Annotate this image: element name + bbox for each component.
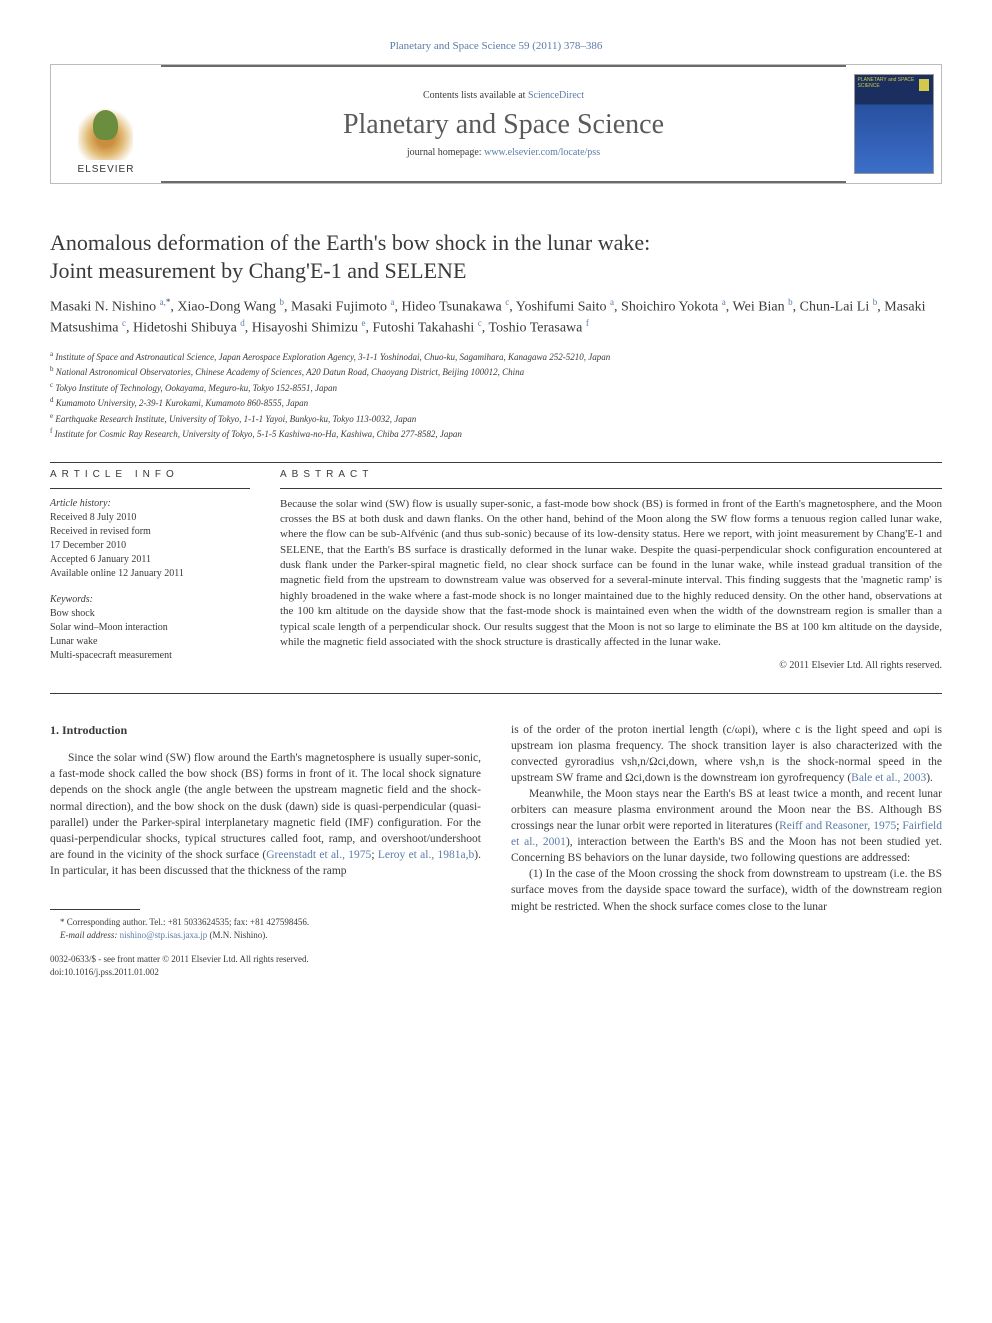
doi-line: doi:10.1016/j.pss.2011.01.002 [50, 966, 481, 979]
affiliation-line: a Institute of Space and Astronautical S… [50, 349, 942, 365]
body-text: (1) In the case of the Moon crossing the… [511, 868, 942, 912]
citation-link[interactable]: Bale et al., 2003 [851, 772, 926, 784]
info-abstract-row: article info Article history: Received 8… [50, 469, 942, 675]
rule-below-abstract [50, 693, 942, 694]
body-text: Since the solar wind (SW) flow around th… [50, 752, 481, 861]
body-paragraph: Since the solar wind (SW) flow around th… [50, 750, 481, 879]
affiliation-line: d Kumamoto University, 2-39-1 Kurokami, … [50, 395, 942, 411]
abstract-column: abstract Because the solar wind (SW) flo… [280, 469, 942, 675]
affiliation-line: e Earthquake Research Institute, Univers… [50, 411, 942, 427]
section-title: Introduction [62, 723, 127, 737]
affil-link[interactable]: b [279, 297, 284, 307]
affiliation-line: c Tokyo Institute of Technology, Ookayam… [50, 380, 942, 396]
title-line-1: Anomalous deformation of the Earth's bow… [50, 230, 650, 255]
cover-thumb-area: PLANETARY and SPACE SCIENCE [846, 65, 941, 183]
history-line: Received 8 July 2010 [50, 511, 250, 525]
citation-link[interactable]: Reiff and Reasoner, 1975 [779, 820, 896, 832]
contents-line: Contents lists available at ScienceDirec… [423, 90, 584, 101]
sciencedirect-link[interactable]: ScienceDirect [528, 90, 584, 101]
corr-author-line: * Corresponding author. Tel.: +81 503362… [50, 916, 481, 929]
abstract-copyright: © 2011 Elsevier Ltd. All rights reserved… [280, 660, 942, 671]
affil-link[interactable]: c [122, 318, 126, 328]
elsevier-logo: ELSEVIER [78, 105, 135, 175]
affiliations-list: a Institute of Space and Astronautical S… [50, 349, 942, 442]
citation-link[interactable]: Greenstadt et al., 1975 [266, 849, 371, 861]
email-link[interactable]: nishino@stp.isas.jaxa.jp [120, 930, 208, 940]
keywords-block: Keywords: Bow shockSolar wind–Moon inter… [50, 593, 250, 663]
banner-center: Contents lists available at ScienceDirec… [161, 65, 846, 183]
affil-link[interactable]: b [873, 297, 878, 307]
affil-link[interactable]: f [586, 318, 589, 328]
affil-link[interactable]: a [391, 297, 395, 307]
body-col-right: is of the order of the proton inertial l… [511, 722, 942, 979]
keyword-line: Bow shock [50, 607, 250, 621]
keyword-line: Solar wind–Moon interaction [50, 621, 250, 635]
publisher-name: ELSEVIER [78, 164, 135, 175]
journal-cover-thumbnail: PLANETARY and SPACE SCIENCE [854, 74, 934, 174]
corresponding-author-footnote: * Corresponding author. Tel.: +81 503362… [50, 916, 481, 941]
email-line: E-mail address: nishino@stp.isas.jaxa.jp… [50, 929, 481, 942]
abstract-rule [280, 488, 942, 489]
homepage-line: journal homepage: www.elsevier.com/locat… [407, 147, 600, 158]
affil-link[interactable]: a [610, 297, 614, 307]
homepage-prefix: journal homepage: [407, 147, 484, 158]
body-col-left: 1. Introduction Since the solar wind (SW… [50, 722, 481, 979]
history-label: Article history: [50, 497, 250, 511]
footer-meta: 0032-0633/$ - see front matter © 2011 El… [50, 953, 481, 978]
banner-rule-bottom [161, 181, 846, 183]
email-who: (M.N. Nishino). [209, 930, 267, 940]
front-matter-line: 0032-0633/$ - see front matter © 2011 El… [50, 953, 481, 966]
journal-banner: ELSEVIER Contents lists available at Sci… [50, 64, 942, 184]
title-line-2: Joint measurement by Chang'E-1 and SELEN… [50, 258, 466, 283]
body-text: ). [926, 772, 933, 784]
history-line: 17 December 2010 [50, 539, 250, 553]
body-paragraph: is of the order of the proton inertial l… [511, 722, 942, 786]
contents-prefix: Contents lists available at [423, 90, 528, 101]
affiliation-line: b National Astronomical Observatories, C… [50, 364, 942, 380]
affiliation-line: f Institute for Cosmic Ray Research, Uni… [50, 426, 942, 442]
body-columns: 1. Introduction Since the solar wind (SW… [50, 722, 942, 979]
affil-link[interactable]: d [240, 318, 245, 328]
abstract-text: Because the solar wind (SW) flow is usua… [280, 497, 942, 651]
affil-link[interactable]: a [722, 297, 726, 307]
section-heading: 1. Introduction [50, 722, 481, 739]
affil-link[interactable]: c [478, 318, 482, 328]
keyword-line: Lunar wake [50, 635, 250, 649]
footnote-separator [50, 909, 140, 910]
article-info-column: article info Article history: Received 8… [50, 469, 250, 675]
article-title: Anomalous deformation of the Earth's bow… [50, 229, 942, 284]
email-label: E-mail address: [60, 930, 117, 940]
citation-link[interactable]: Leroy et al., 1981a,b [378, 849, 474, 861]
body-paragraph: Meanwhile, the Moon stays near the Earth… [511, 786, 942, 866]
homepage-link[interactable]: www.elsevier.com/locate/pss [484, 147, 600, 158]
history-line: Received in revised form [50, 525, 250, 539]
keywords-label: Keywords: [50, 593, 250, 607]
body-paragraph: (1) In the case of the Moon crossing the… [511, 866, 942, 914]
body-text: ), interaction between the Earth's BS an… [511, 836, 942, 864]
rule-above-info [50, 462, 942, 463]
abstract-heading: abstract [280, 469, 942, 480]
affil-link[interactable]: c [505, 297, 509, 307]
header-citation: Planetary and Space Science 59 (2011) 37… [50, 40, 942, 52]
info-rule [50, 488, 250, 489]
authors-list: Masaki N. Nishino a,*, Xiao-Dong Wang b,… [50, 296, 942, 339]
history-line: Available online 12 January 2011 [50, 567, 250, 581]
banner-rule-top [161, 65, 846, 67]
affil-link[interactable]: e [361, 318, 365, 328]
affil-link[interactable]: b [788, 297, 793, 307]
keyword-line: Multi-spacecraft measurement [50, 649, 250, 663]
publisher-logo-area: ELSEVIER [51, 65, 161, 183]
article-info-heading: article info [50, 469, 250, 480]
affil-link[interactable]: a, [160, 297, 166, 307]
article-history-block: Article history: Received 8 July 2010Rec… [50, 497, 250, 581]
elsevier-tree-icon [78, 105, 133, 160]
section-number: 1. [50, 723, 59, 737]
journal-name: Planetary and Space Science [343, 109, 664, 141]
history-line: Accepted 6 January 2011 [50, 553, 250, 567]
header-citation-link[interactable]: Planetary and Space Science 59 (2011) 37… [390, 40, 603, 52]
